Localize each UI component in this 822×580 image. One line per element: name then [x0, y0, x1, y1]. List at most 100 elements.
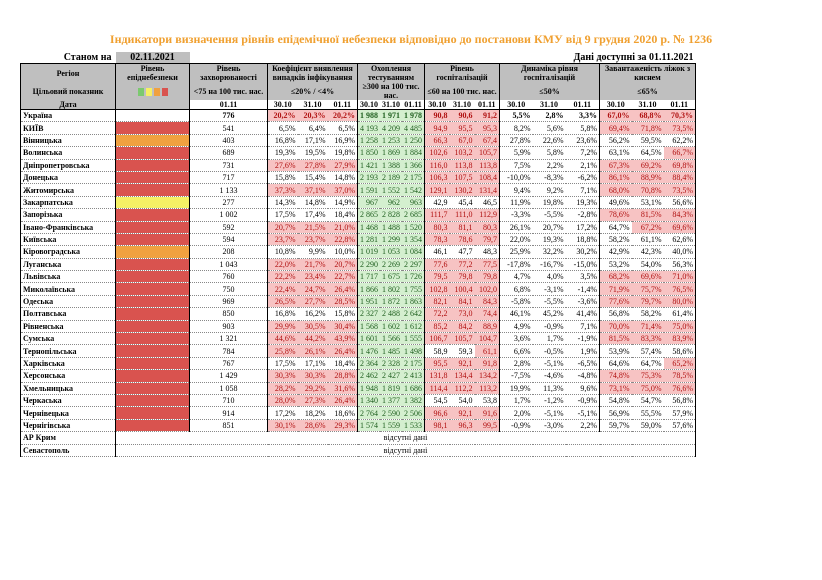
oxygen-value: 83,9%: [663, 332, 696, 346]
testing-value: 1 568: [357, 320, 380, 334]
testing-d3: 01.11: [402, 100, 425, 110]
oxygen-value: 64,7%: [599, 221, 632, 234]
incidence-value: 784: [189, 344, 268, 358]
region-name: Дніпропетровська: [20, 159, 116, 172]
testing-value: 1 726: [402, 270, 425, 284]
detection-value: 17,5%: [267, 357, 298, 371]
dynamics-value: 22,6%: [532, 134, 566, 148]
detection-value: 27,3%: [297, 394, 328, 408]
incidence-value: 750: [189, 282, 268, 296]
testing-value: 1 602: [380, 320, 402, 334]
hosp-value: 54,0: [449, 394, 475, 408]
hosp-value: 80,3: [474, 221, 500, 234]
dynamics-value: 46,1%: [499, 307, 533, 321]
detection-value: 26,4%: [327, 282, 358, 296]
region-name: Закарпатська: [20, 196, 116, 210]
region-name: Херсонська: [20, 369, 116, 383]
dynamics-value: 4,0%: [532, 270, 566, 284]
hosp-value: 84,2: [449, 320, 475, 334]
testing-value: 2 327: [357, 307, 380, 321]
table-row: Севастополь відсутні дані: [20, 444, 696, 457]
legend-orange-swatch: [153, 87, 160, 96]
missing-data-text: відсутні дані: [115, 444, 696, 457]
detection-value: 29,2%: [297, 382, 328, 396]
oxygen-value: 88,9%: [631, 171, 664, 185]
hosp-value: 106,7: [424, 332, 450, 346]
oxygen-d1: 30.10: [599, 100, 632, 110]
testing-d2: 31.10: [380, 100, 402, 110]
testing-value: 2 488: [380, 307, 402, 321]
oxygen-value: 59,7%: [599, 419, 632, 433]
dynamics-value: -5,1%: [532, 406, 566, 420]
table-body: Україна 776 20,2% 20,3% 20,2% 1 988 1 971 1 978…: [20, 109, 696, 457]
detection-value: 26,1%: [297, 344, 328, 358]
incidence-value: 1 002: [189, 208, 268, 222]
dynamics-value: 26,1%: [499, 221, 533, 234]
dynamics-value: -10,0%: [499, 171, 533, 185]
oxygen-value: 63,1%: [599, 146, 632, 160]
detection-value: 28,5%: [327, 295, 358, 309]
testing-value: 1 542: [402, 183, 425, 197]
testing-d1: 30.10: [357, 100, 380, 110]
hosp-value: 134,4: [449, 369, 475, 383]
detection-value: 29,3%: [327, 419, 358, 433]
level-indicator: [115, 221, 190, 234]
testing-value: 2 175: [402, 357, 425, 371]
oxygen-value: 69,6%: [631, 270, 664, 284]
dynamics-value: 19,9%: [499, 382, 533, 396]
testing-value: 1 988: [357, 109, 380, 123]
hosp-value: 99,5: [474, 419, 500, 433]
region-name: Україна: [20, 109, 116, 123]
oxygen-value: 56,6%: [663, 196, 696, 210]
region-name: Сумська: [20, 332, 116, 346]
hosp-value: 90,8: [424, 109, 450, 123]
detection-value: 14,3%: [267, 196, 298, 210]
incidence-value: 850: [189, 307, 268, 321]
hosp-value: 46,5: [474, 196, 500, 210]
detection-value: 14,8%: [327, 171, 358, 185]
testing-value: 1 485: [380, 344, 402, 358]
incidence-value: 717: [189, 171, 268, 185]
hosp-value: 134,2: [474, 369, 500, 383]
detection-value: 6,5%: [267, 121, 298, 135]
testing-value: 1 340: [357, 394, 380, 408]
oxygen-value: 56,9%: [599, 406, 632, 420]
detection-value: 30,3%: [267, 369, 298, 383]
oxygen-value: 56,8%: [663, 394, 696, 408]
testing-value: 1 258: [357, 134, 380, 148]
testing-value: 1 388: [380, 159, 402, 172]
oxygen-value: 56,3%: [663, 258, 696, 272]
table-row: Івано-Франківська 592 20,7% 21,5% 21,0% 1 468…: [20, 221, 696, 234]
region-name: Севастополь: [20, 444, 116, 457]
dynamics-value: 5,5%: [499, 109, 533, 123]
hosp-d3: 01.11: [474, 100, 500, 110]
dynamics-value: -1,2%: [532, 394, 566, 408]
header-testing: Охоплення тестуванням: [357, 63, 425, 82]
dynamics-value: -7,5%: [499, 369, 533, 383]
header-detection: Коефіцієнт виявлення випадків інфікуванн…: [267, 63, 358, 82]
region-name: Чернігівська: [20, 419, 116, 433]
detection-value: 18,4%: [327, 357, 358, 371]
oxygen-value: 53,1%: [631, 196, 664, 210]
table-row: Львівська 760 22,2% 23,4% 22,7% 1 717 1 675 1 7…: [20, 270, 696, 284]
hosp-value: 111,0: [449, 208, 475, 222]
detection-value: 20,7%: [327, 258, 358, 272]
status-date: 02.11.2021: [115, 52, 190, 64]
table-row: Донецька 717 15,8% 15,4% 14,8% 2 193 2 189 2 17…: [20, 171, 696, 185]
hosp-value: 116,0: [424, 159, 450, 172]
oxygen-value: 67,2%: [631, 221, 664, 234]
detection-value: 22,0%: [267, 258, 298, 272]
testing-value: 1 612: [402, 320, 425, 334]
hosp-value: 96,6: [424, 406, 450, 420]
hosp-value: 113,2: [474, 382, 500, 396]
incidence-value: 403: [189, 134, 268, 148]
oxygen-value: 71,4%: [631, 320, 664, 334]
region-name: Житомирська: [20, 183, 116, 197]
dynamics-value: 1,9%: [565, 344, 600, 358]
detection-value: 30,5%: [297, 320, 328, 334]
detection-value: 22,8%: [327, 233, 358, 247]
region-name: Одеська: [20, 295, 116, 309]
testing-value: 2 865: [357, 208, 380, 222]
detection-value: 37,0%: [327, 183, 358, 197]
dynamics-value: 5,8%: [565, 121, 600, 135]
